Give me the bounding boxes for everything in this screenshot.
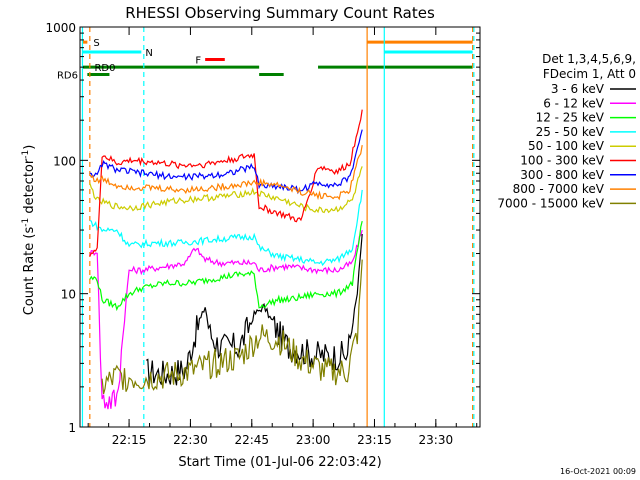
- x-tick-label: 22:15: [112, 433, 147, 447]
- flag-label-s: S: [93, 38, 99, 49]
- flag-label-n: N: [145, 48, 152, 59]
- series-line-5: [89, 109, 363, 257]
- series-line-2: [89, 220, 363, 312]
- series-line-0: [146, 233, 363, 386]
- x-axis-ticks: 22:15 22:30 22:45 23:00 23:15 23:30: [87, 27, 478, 447]
- legend-label: 50 - 100 keV: [528, 139, 605, 153]
- chart-title: RHESSI Observing Summary Count Rates: [125, 4, 435, 22]
- x-tick-label: 22:45: [234, 433, 269, 447]
- y-axis-label-end: ): [22, 145, 37, 150]
- series-lines: [89, 109, 363, 410]
- y-tick-label: 10: [61, 288, 76, 302]
- legend: Det 1,3,4,5,6,9, FDecim 1, Att 0 3 - 6 k…: [497, 52, 636, 210]
- x-tick-label: 23:30: [419, 433, 454, 447]
- y-axis-label-main: Count Rate (s: [22, 227, 37, 316]
- state-change-lines: [81, 27, 475, 427]
- series-line-6: [89, 129, 363, 195]
- series-line-3: [89, 189, 363, 267]
- flag-label-rd6: RD6: [57, 71, 78, 82]
- y-axis-label: Count Rate (s-1 detector-1): [21, 145, 37, 316]
- plot-frame: [79, 26, 481, 428]
- series-line-4: [89, 166, 363, 214]
- x-tick-label: 22:30: [173, 433, 208, 447]
- legend-label: 12 - 25 keV: [536, 111, 605, 125]
- flag-label-rd0: RD0: [94, 63, 115, 74]
- legend-label: 800 - 7000 keV: [513, 182, 605, 196]
- legend-header-decimation: FDecim 1, Att 0: [543, 67, 636, 81]
- x-axis-label: Start Time (01-Jul-06 22:03:42): [178, 455, 381, 470]
- series-line-1: [89, 229, 363, 410]
- series-line-7: [89, 144, 363, 201]
- y-axis-ticks: 1 10 100 1000: [45, 21, 480, 435]
- legend-label: 25 - 50 keV: [536, 125, 605, 139]
- y-tick-label: 100: [53, 154, 76, 168]
- legend-label: 7000 - 15000 keV: [497, 196, 604, 210]
- flag-label-f: F: [195, 56, 201, 67]
- flag-rows: S N F RD0 RD6: [57, 38, 473, 82]
- y-tick-label: 1: [68, 421, 76, 435]
- x-tick-label: 23:00: [296, 433, 331, 447]
- legend-label: 6 - 12 keV: [543, 96, 605, 110]
- y-tick-label: 1000: [45, 21, 76, 35]
- legend-label: 300 - 800 keV: [520, 168, 604, 182]
- footer-timestamp: 16-Oct-2021 00:09: [560, 467, 636, 476]
- legend-label: 3 - 6 keV: [551, 82, 605, 96]
- legend-label: 100 - 300 keV: [520, 154, 604, 168]
- x-tick-label: 23:15: [357, 433, 392, 447]
- y-axis-label-mid: detector: [22, 158, 37, 218]
- legend-header-detectors: Det 1,3,4,5,6,9,: [542, 52, 636, 66]
- series-line-8: [101, 259, 363, 395]
- y-axis-label-sup1: -1: [21, 218, 31, 227]
- y-axis-label-sup2: -1: [21, 150, 31, 159]
